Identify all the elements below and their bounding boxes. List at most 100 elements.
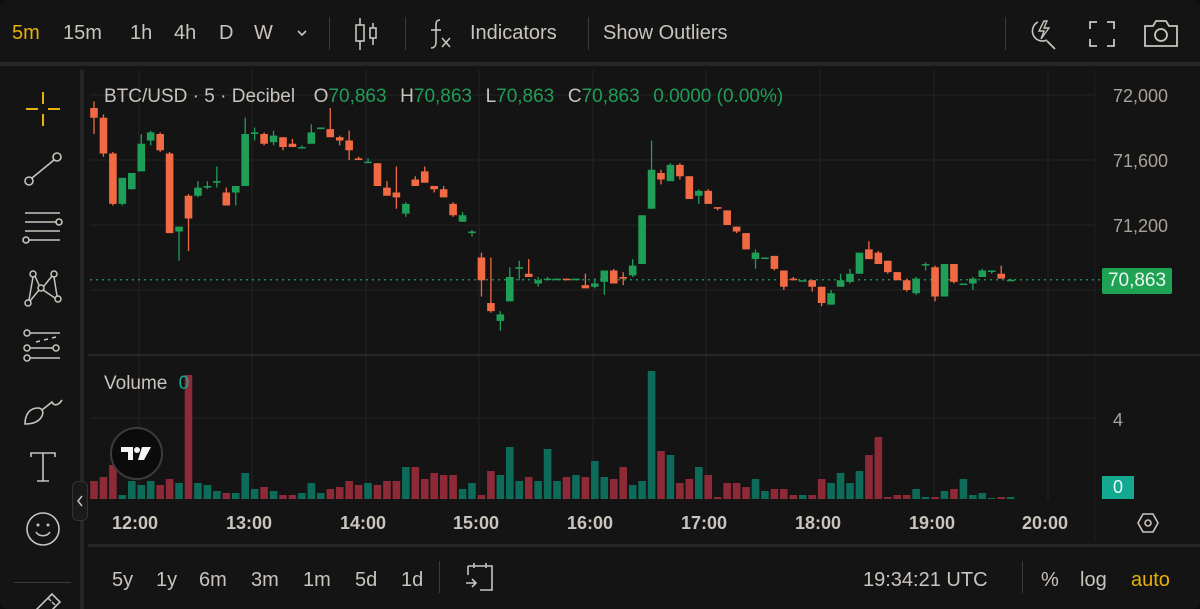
candlestick-chart-type-icon[interactable] [352, 17, 382, 51]
candle-body [146, 132, 155, 141]
divider [329, 17, 330, 50]
volume-bar [581, 477, 590, 499]
range-1y[interactable]: 1y [156, 569, 178, 591]
symbol-label[interactable]: BTC/USD · 5 · Decibel [104, 86, 296, 107]
go-to-date-calendar-icon[interactable] [464, 561, 496, 593]
candle-body [827, 293, 835, 305]
range-6m[interactable]: 6m [199, 569, 227, 591]
volume-bar [231, 493, 240, 499]
volume-bar [657, 451, 665, 499]
percent-scale-toggle[interactable]: % [1041, 569, 1059, 591]
volume-bar [506, 447, 514, 499]
range-5d[interactable]: 5d [355, 569, 378, 591]
volume-bar [496, 475, 505, 499]
range-3m[interactable]: 3m [251, 569, 279, 591]
range-1m[interactable]: 1m [303, 569, 331, 591]
candle-body [562, 278, 571, 281]
volume-bar [770, 489, 779, 499]
pattern-xabcd-icon[interactable] [22, 268, 66, 310]
ruler-measure-icon[interactable] [32, 588, 64, 609]
fullscreen-icon[interactable] [1088, 20, 1116, 48]
price-tick: 71,600 [1113, 151, 1169, 171]
text-tool-icon[interactable] [28, 450, 58, 484]
volume-bar [175, 483, 183, 499]
time-tick: 14:00 [340, 513, 387, 533]
candle-body [723, 210, 731, 225]
timeframe-4h[interactable]: 4h [174, 22, 197, 44]
candle-body [156, 134, 164, 151]
candle-body [902, 280, 911, 290]
timeframe-5m[interactable]: 5m [12, 22, 40, 44]
volume-bar [345, 481, 353, 499]
log-scale-toggle[interactable]: log [1080, 569, 1107, 591]
candle-body [128, 173, 136, 190]
range-5y[interactable]: 5y [112, 569, 134, 591]
volume-bar [695, 467, 703, 499]
candle-body [269, 135, 278, 143]
candle-body [326, 129, 335, 138]
time-tick: 17:00 [681, 513, 728, 533]
volume-bar [392, 481, 401, 499]
candle-body [250, 132, 259, 134]
volume-bar [99, 477, 108, 499]
show-outliers-button[interactable]: Show Outliers [603, 22, 728, 44]
auto-scale-toggle[interactable]: auto [1131, 569, 1170, 591]
horizontal-lines-icon[interactable] [20, 210, 64, 246]
volume-bar [836, 473, 845, 499]
collapse-toolbar-button[interactable] [72, 481, 88, 521]
volume-bar [439, 475, 448, 499]
candle-body [553, 278, 561, 281]
crosshair-icon[interactable] [24, 90, 62, 128]
indicators-fx-icon[interactable] [426, 18, 456, 50]
candle-body [90, 108, 98, 118]
candle-body [496, 314, 505, 321]
volume-bar [468, 483, 476, 499]
volume-bar [609, 479, 618, 499]
volume-bar [940, 491, 949, 499]
chart-settings-hexagon-icon[interactable] [1136, 511, 1160, 535]
volume-bar [250, 489, 259, 499]
trend-line-icon[interactable] [22, 150, 64, 188]
volume-bar [666, 455, 675, 499]
volume-tick: 4 [1113, 410, 1124, 430]
timeframe-chevron-down-icon[interactable] [294, 27, 310, 39]
indicators-button[interactable]: Indicators [470, 22, 557, 44]
tradingview-logo[interactable] [110, 427, 163, 480]
candle-body [383, 187, 391, 196]
timeframe-d[interactable]: D [219, 22, 234, 44]
emoji-smiley-icon[interactable] [24, 510, 62, 548]
candle-body [855, 252, 864, 274]
timeframe-15m[interactable]: 15m [63, 22, 102, 44]
candle-body [260, 134, 268, 144]
volume-bar [1006, 497, 1015, 499]
candle-body [732, 226, 741, 232]
time-tick: 19:00 [909, 513, 956, 533]
volume-bar [317, 493, 325, 499]
brush-icon[interactable] [20, 388, 66, 428]
timeframe-w[interactable]: W [254, 22, 273, 44]
candle-body [524, 273, 533, 277]
fib-retracement-icon[interactable] [20, 328, 64, 364]
candle-body [619, 277, 627, 279]
screenshot-camera-icon[interactable] [1143, 18, 1179, 48]
candle-body [420, 171, 429, 183]
timeframe-1h[interactable]: 1h [130, 22, 153, 44]
price-tick: 72,000 [1113, 86, 1169, 106]
volume-bar [156, 485, 164, 499]
volume-legend: Volume 0 [104, 373, 189, 395]
quick-search-lightning-icon[interactable] [1025, 17, 1059, 51]
candle-body [165, 153, 174, 234]
volume-bar [288, 495, 297, 499]
volume-bar [137, 485, 146, 499]
utc-clock[interactable]: 19:34:21 UTC [863, 569, 988, 591]
candle-body [742, 233, 750, 250]
volume-bar [260, 487, 268, 499]
range-1d[interactable]: 1d [401, 569, 424, 591]
volume-bar [165, 479, 174, 499]
volume-bar [534, 481, 542, 499]
volume-bar [222, 493, 231, 499]
volume-bar [921, 497, 930, 499]
candle-body [402, 203, 410, 214]
